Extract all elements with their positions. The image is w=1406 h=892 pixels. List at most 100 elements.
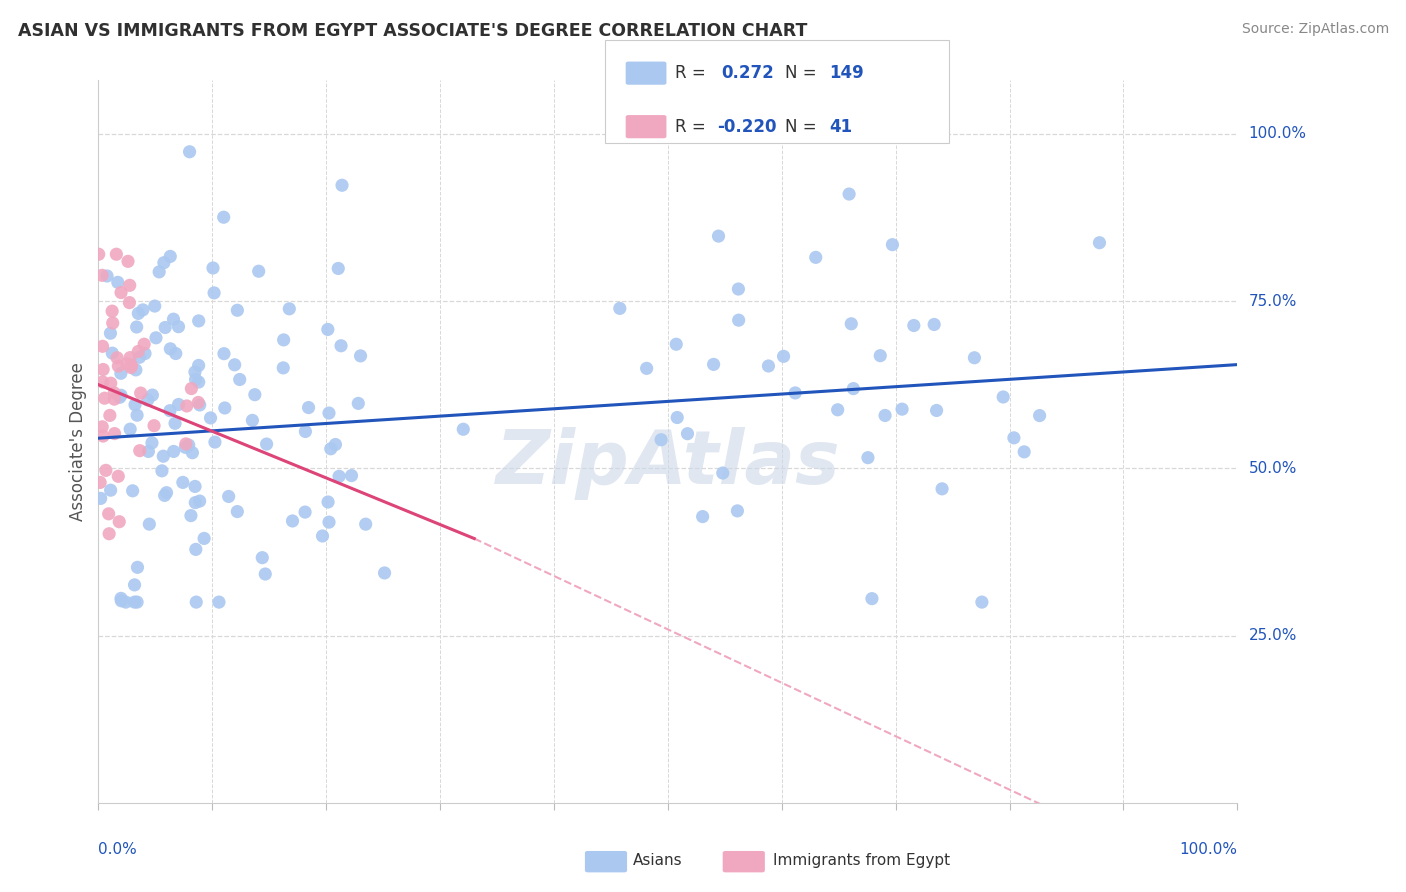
Point bbox=[842, 382, 865, 396]
Point bbox=[226, 303, 249, 318]
Point bbox=[727, 313, 749, 327]
Point bbox=[138, 517, 160, 532]
Point bbox=[319, 442, 342, 456]
Y-axis label: Associate's Degree: Associate's Degree bbox=[69, 362, 87, 521]
Point bbox=[254, 567, 277, 582]
Point bbox=[101, 316, 124, 330]
Text: 149: 149 bbox=[830, 64, 865, 82]
Point bbox=[128, 351, 150, 365]
Point bbox=[176, 399, 198, 413]
Point bbox=[711, 466, 734, 480]
Point bbox=[124, 595, 146, 609]
Point bbox=[184, 495, 207, 509]
Point bbox=[184, 479, 207, 493]
Point bbox=[138, 444, 160, 458]
Point bbox=[725, 504, 748, 518]
Point bbox=[141, 388, 163, 402]
Point bbox=[153, 255, 176, 269]
Point bbox=[325, 437, 347, 451]
Point bbox=[318, 406, 340, 420]
Point bbox=[153, 488, 176, 502]
Point bbox=[91, 362, 114, 376]
Point bbox=[103, 385, 125, 400]
Point bbox=[186, 595, 208, 609]
Point bbox=[150, 464, 173, 478]
Point bbox=[278, 301, 301, 316]
Point bbox=[167, 319, 190, 334]
Point bbox=[117, 254, 139, 268]
Point bbox=[665, 337, 688, 351]
Point bbox=[91, 419, 114, 434]
Point bbox=[177, 438, 200, 452]
Point bbox=[860, 591, 883, 606]
Point bbox=[165, 417, 187, 431]
Point bbox=[873, 409, 896, 423]
Point bbox=[188, 494, 211, 508]
Point bbox=[318, 515, 340, 529]
Point bbox=[193, 532, 215, 546]
Point bbox=[882, 237, 904, 252]
Point bbox=[100, 483, 122, 498]
Point bbox=[650, 433, 672, 447]
Point bbox=[354, 517, 377, 532]
Point bbox=[804, 251, 827, 265]
Point bbox=[785, 385, 807, 400]
Point bbox=[839, 317, 862, 331]
Point bbox=[127, 560, 149, 574]
Point bbox=[676, 426, 699, 441]
Point bbox=[155, 485, 177, 500]
Point bbox=[127, 344, 149, 359]
Text: 25.0%: 25.0% bbox=[1249, 628, 1296, 643]
Point bbox=[891, 402, 914, 417]
Point bbox=[91, 339, 114, 353]
Point bbox=[134, 346, 156, 360]
Point bbox=[328, 261, 350, 276]
Point bbox=[204, 435, 226, 450]
Point bbox=[165, 346, 187, 360]
Point bbox=[87, 247, 110, 261]
Text: 50.0%: 50.0% bbox=[1249, 461, 1296, 475]
Point bbox=[1002, 431, 1025, 445]
Text: Immigrants from Egypt: Immigrants from Egypt bbox=[773, 854, 950, 868]
Point bbox=[163, 444, 186, 458]
Text: N =: N = bbox=[785, 64, 815, 82]
Point bbox=[349, 349, 371, 363]
Point bbox=[374, 566, 396, 580]
Point bbox=[281, 514, 304, 528]
Point bbox=[311, 529, 333, 543]
Point bbox=[180, 508, 202, 523]
Text: -0.220: -0.220 bbox=[717, 118, 776, 136]
Point bbox=[127, 306, 149, 320]
Point bbox=[118, 295, 141, 310]
Point bbox=[636, 361, 658, 376]
Point bbox=[108, 390, 131, 404]
Text: 41: 41 bbox=[830, 118, 852, 136]
Point bbox=[609, 301, 631, 316]
Point bbox=[181, 446, 204, 460]
Point bbox=[228, 372, 250, 386]
Point bbox=[202, 285, 225, 300]
Point bbox=[922, 318, 945, 332]
Point bbox=[103, 392, 125, 406]
Point bbox=[91, 375, 114, 389]
Point bbox=[162, 312, 184, 326]
Point bbox=[330, 178, 353, 193]
Text: ZipAtlas: ZipAtlas bbox=[495, 426, 841, 500]
Point bbox=[124, 578, 146, 592]
Point bbox=[91, 268, 114, 283]
Point bbox=[991, 390, 1014, 404]
Point bbox=[243, 387, 266, 401]
Point bbox=[124, 398, 146, 412]
Point bbox=[141, 435, 163, 450]
Point bbox=[727, 282, 749, 296]
Point bbox=[294, 425, 316, 439]
Point bbox=[666, 410, 689, 425]
Point bbox=[212, 211, 235, 225]
Point bbox=[1028, 409, 1050, 423]
Text: ASIAN VS IMMIGRANTS FROM EGYPT ASSOCIATE'S DEGREE CORRELATION CHART: ASIAN VS IMMIGRANTS FROM EGYPT ASSOCIATE… bbox=[18, 22, 807, 40]
Point bbox=[212, 347, 235, 361]
Point bbox=[330, 339, 353, 353]
Point bbox=[172, 475, 194, 490]
Text: R =: R = bbox=[675, 64, 706, 82]
Point bbox=[167, 397, 190, 411]
